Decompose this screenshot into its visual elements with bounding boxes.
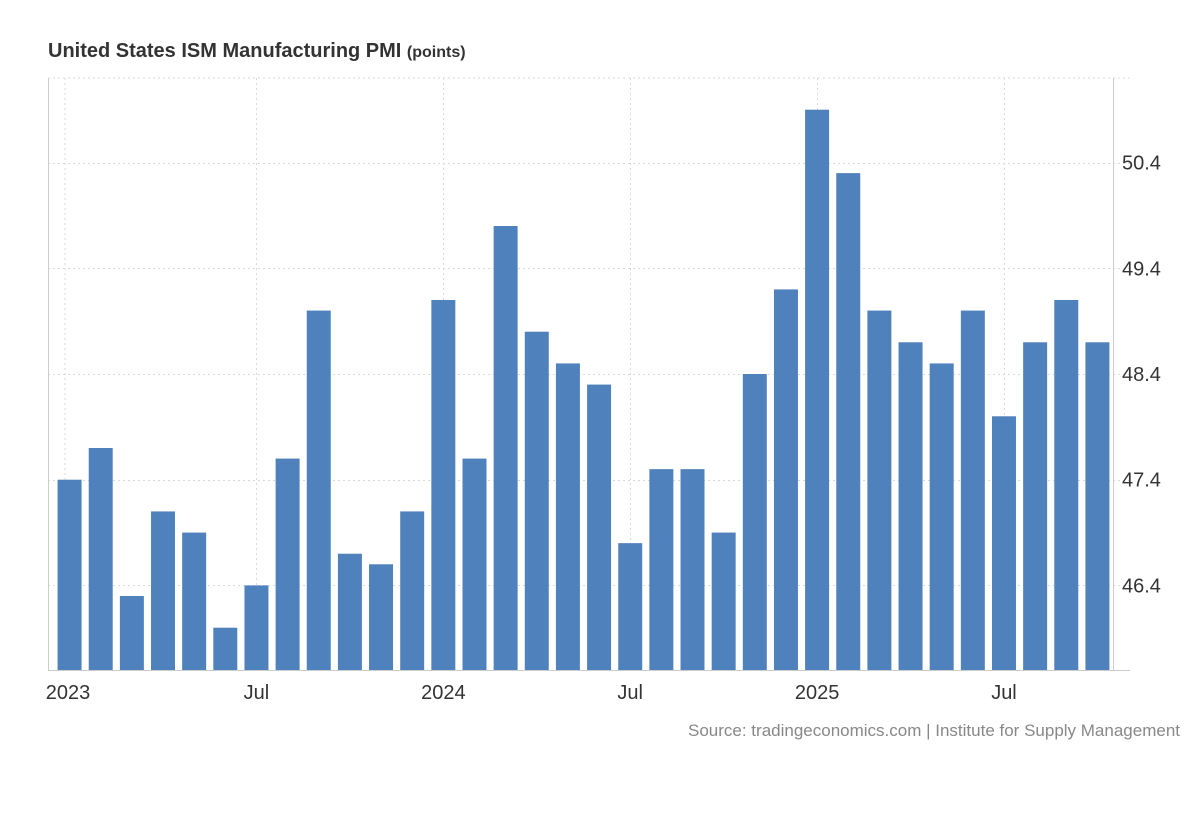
bar <box>991 416 1016 670</box>
x-tick-label: 2024 <box>421 682 466 704</box>
bar <box>555 363 580 670</box>
chart-title: United States ISM Manufacturing PMI (poi… <box>48 40 466 63</box>
bar <box>213 627 238 670</box>
bar <box>587 384 612 670</box>
bar <box>88 448 113 670</box>
x-tick-label: 2025 <box>795 682 840 704</box>
bar <box>898 342 923 670</box>
bar <box>493 226 518 670</box>
x-tick-label: Jul <box>244 682 270 704</box>
bar <box>836 173 861 670</box>
bar <box>1054 300 1079 670</box>
bar <box>1023 342 1048 670</box>
y-tick-label: 48.4 <box>1122 364 1161 386</box>
bar <box>182 532 207 670</box>
bars <box>57 109 1110 670</box>
bar <box>618 543 643 670</box>
bar <box>275 458 300 670</box>
bar <box>960 310 985 670</box>
bar <box>119 596 144 670</box>
x-tick-labels: 2023 Jul 2024 Jul 2025 Jul <box>46 682 1017 704</box>
bar <box>57 479 82 670</box>
bar <box>462 458 487 670</box>
x-tick-label: Jul <box>991 682 1017 704</box>
chart-unit-label: (points) <box>406 44 466 61</box>
bar <box>524 331 549 670</box>
bar <box>400 511 425 670</box>
bar <box>649 469 674 670</box>
bar <box>151 511 176 670</box>
bar <box>929 363 954 670</box>
bar <box>306 310 331 670</box>
x-tick-label: Jul <box>617 682 643 704</box>
bar <box>867 310 892 670</box>
axes <box>48 78 1130 671</box>
chart-source: Source: tradingeconomics.com | Institute… <box>688 721 1180 740</box>
bar <box>431 300 456 670</box>
y-tick-label: 46.4 <box>1122 575 1161 597</box>
bar <box>742 374 767 670</box>
bar <box>773 289 798 670</box>
bar <box>805 109 830 670</box>
x-tick-label: 2023 <box>46 682 91 704</box>
bar <box>711 532 736 670</box>
y-tick-label: 50.4 <box>1122 153 1161 175</box>
bar <box>337 553 362 670</box>
y-tick-labels: 46.4 47.4 48.4 49.4 50.4 <box>1122 153 1161 598</box>
bar <box>369 564 394 670</box>
chart-title-text: United States ISM Manufacturing PMI <box>48 40 402 62</box>
bar <box>1085 342 1110 670</box>
bar <box>680 469 705 670</box>
bar <box>244 585 269 670</box>
y-tick-label: 47.4 <box>1122 470 1161 492</box>
y-tick-label: 49.4 <box>1122 258 1161 280</box>
